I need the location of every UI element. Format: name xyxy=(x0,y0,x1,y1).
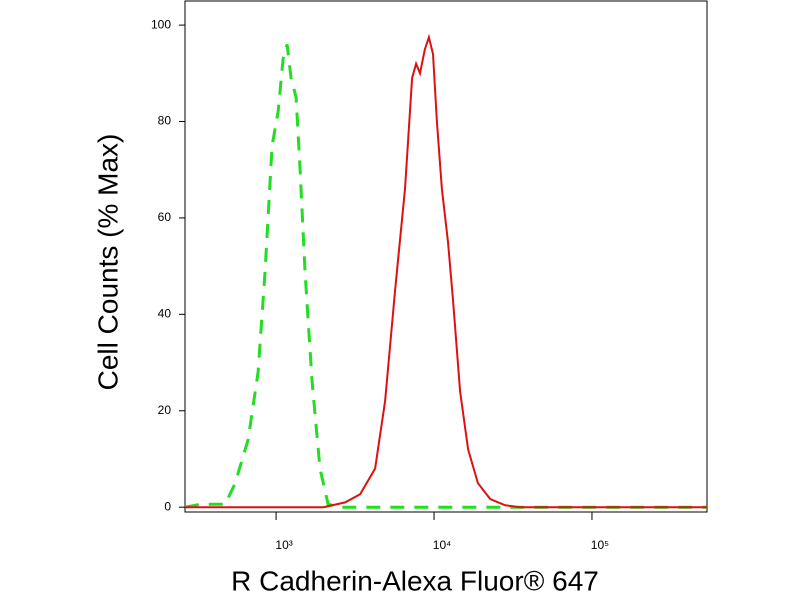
y-axis-title: Cell Counts (% Max) xyxy=(92,134,123,391)
x-axis-title: R Cadherin-Alexa Fluor® 647 xyxy=(231,565,599,596)
series-line xyxy=(184,43,707,509)
x-tick-label: 10⁴ xyxy=(433,538,452,552)
x-tick-label: 10³ xyxy=(275,538,292,552)
series-line xyxy=(185,33,707,509)
y-tick-label: 80 xyxy=(158,114,172,128)
y-tick-label: 100 xyxy=(151,17,171,31)
y-tick-label: 60 xyxy=(158,210,172,224)
x-tick-label: 10⁵ xyxy=(591,538,609,552)
plot-frame xyxy=(184,0,708,513)
y-tick-label: 0 xyxy=(164,499,171,513)
y-tick-label: 40 xyxy=(158,307,172,321)
y-tick-label: 20 xyxy=(158,403,172,417)
